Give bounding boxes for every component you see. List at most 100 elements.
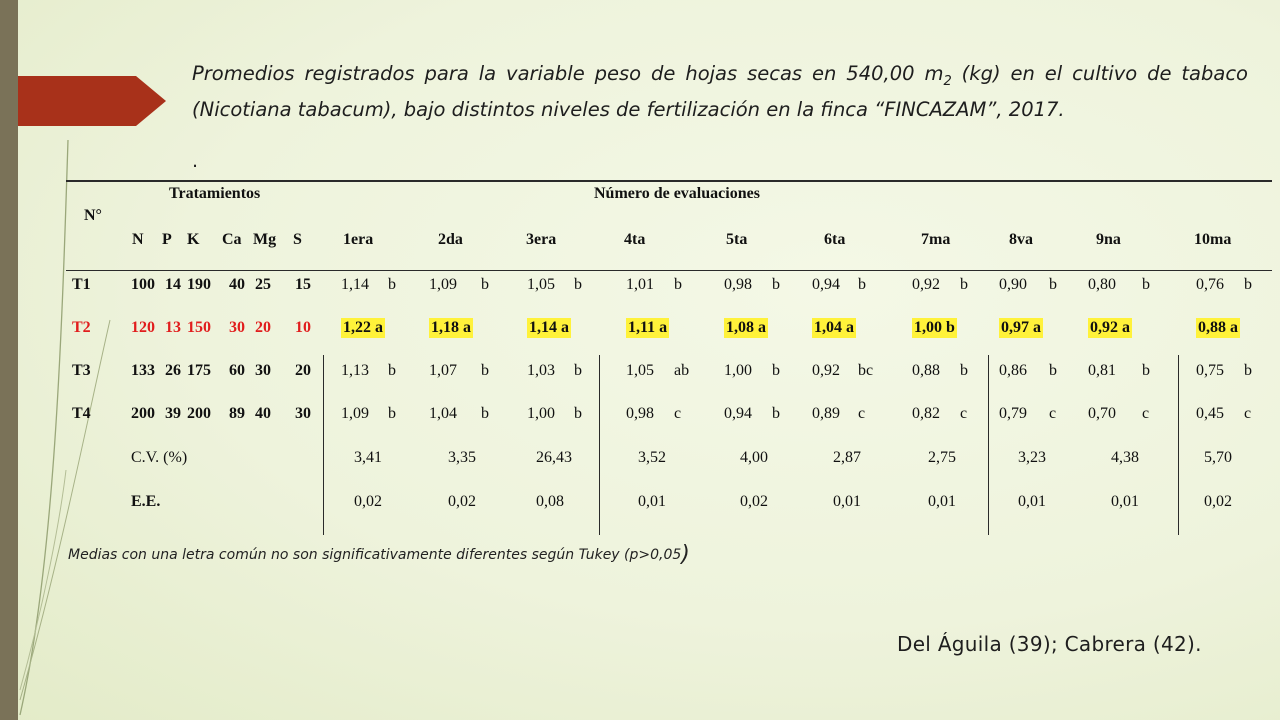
row-value-highlight: 1,18 a <box>429 318 473 338</box>
row-npk: 175 <box>187 362 211 379</box>
row-npk: 200 <box>187 405 211 422</box>
ee-value: 0,02 <box>448 493 476 510</box>
row-npk: 39 <box>165 405 181 422</box>
row-npk: 30 <box>229 319 245 336</box>
row-letter: bc <box>858 362 874 379</box>
row-value-highlight: 1,14 a <box>527 318 571 338</box>
source-credit: Del Águila (39); Cabrera (42). <box>897 632 1202 656</box>
row-letter: b <box>858 276 866 293</box>
cv-value: 4,00 <box>740 449 768 466</box>
row-value: 0,94 <box>812 276 840 293</box>
row-npk: 30 <box>255 362 271 379</box>
row-value: 0,94 <box>724 405 752 422</box>
row-letter: b <box>574 276 582 293</box>
results-table: N° Tratamientos Número de evaluaciones N P K C… <box>66 180 1272 535</box>
row-id: T1 <box>72 276 91 293</box>
row-value: 0,80 <box>1088 276 1116 293</box>
row-letter: b <box>574 405 582 422</box>
row-value-highlight: 1,04 a <box>812 318 856 338</box>
row-letter: b <box>574 362 582 379</box>
left-sidebar-bar <box>0 0 18 720</box>
row-letter: c <box>1049 405 1057 422</box>
cv-value: 3,52 <box>638 449 666 466</box>
row-value: 1,04 <box>429 405 457 422</box>
row-npk: 120 <box>131 319 155 336</box>
header-no: N° <box>84 207 102 224</box>
row-value: 0,86 <box>999 362 1027 379</box>
title-dot: . <box>192 150 199 172</box>
row-value-highlight: 0,88 a <box>1196 318 1240 338</box>
row-value: 0,92 <box>812 362 840 379</box>
row-value: 0,90 <box>999 276 1027 293</box>
row-npk: 13 <box>165 319 181 336</box>
cv-value: 2,75 <box>928 449 956 466</box>
ee-value: 0,01 <box>1111 493 1139 510</box>
column-separator <box>988 355 989 535</box>
ee-label: E.E. <box>131 493 161 510</box>
row-value: 1,00 <box>527 405 555 422</box>
row-value: 0,76 <box>1196 276 1224 293</box>
ee-value: 0,02 <box>354 493 382 510</box>
cv-value: 5,70 <box>1204 449 1232 466</box>
row-value: 0,79 <box>999 405 1027 422</box>
row-letter: b <box>1244 276 1252 293</box>
header-evaluaciones: Número de evaluaciones <box>594 185 760 202</box>
column-separator <box>599 355 600 535</box>
row-id: T4 <box>72 405 91 422</box>
row-letter: b <box>1142 276 1150 293</box>
row-value-highlight: 1,22 a <box>341 318 385 338</box>
row-npk: 15 <box>295 276 311 293</box>
row-npk: 26 <box>165 362 181 379</box>
row-letter: b <box>481 405 489 422</box>
row-value-highlight: 0,97 a <box>999 318 1043 338</box>
row-letter: b <box>481 362 489 379</box>
cv-value: 2,87 <box>833 449 861 466</box>
ee-value: 0,01 <box>833 493 861 510</box>
row-id: T3 <box>72 362 91 379</box>
row-npk: 190 <box>187 276 211 293</box>
header-eval: 4ta <box>624 231 646 248</box>
row-letter: c <box>1142 405 1150 422</box>
row-value: 0,75 <box>1196 362 1224 379</box>
row-letter: b <box>1049 276 1057 293</box>
header-nutrient: S <box>293 231 302 248</box>
table-header-rule <box>66 270 1272 271</box>
row-letter: ab <box>674 362 690 379</box>
row-value: 1,00 <box>724 362 752 379</box>
row-npk: 150 <box>187 319 211 336</box>
row-letter: b <box>1142 362 1150 379</box>
row-npk: 40 <box>229 276 245 293</box>
header-nutrient: Mg <box>253 231 277 248</box>
row-value: 0,89 <box>812 405 840 422</box>
row-npk: 30 <box>295 405 311 422</box>
row-value: 0,88 <box>912 362 940 379</box>
row-letter: c <box>674 405 682 422</box>
ee-value: 0,01 <box>1018 493 1046 510</box>
row-npk: 14 <box>165 276 181 293</box>
row-value: 0,98 <box>626 405 654 422</box>
row-npk: 40 <box>255 405 271 422</box>
footnote: Medias con una letra común no son signif… <box>68 542 690 567</box>
row-value: 1,07 <box>429 362 457 379</box>
row-letter: b <box>960 276 968 293</box>
header-nutrient: K <box>187 231 200 248</box>
cv-value: 4,38 <box>1111 449 1139 466</box>
header-eval: 6ta <box>824 231 846 248</box>
row-letter: c <box>858 405 866 422</box>
row-npk: 25 <box>255 276 271 293</box>
row-value: 0,45 <box>1196 405 1224 422</box>
row-letter: b <box>772 362 780 379</box>
row-value-highlight: 0,92 a <box>1088 318 1132 338</box>
row-npk: 200 <box>131 405 155 422</box>
row-value-highlight: 1,00 b <box>912 318 957 338</box>
row-npk: 20 <box>255 319 271 336</box>
header-eval: 7ma <box>921 231 951 248</box>
column-separator <box>323 355 324 535</box>
row-value: 0,98 <box>724 276 752 293</box>
row-letter: b <box>388 405 396 422</box>
row-value: 0,82 <box>912 405 940 422</box>
cv-value: 26,43 <box>536 449 572 466</box>
row-value-highlight: 1,08 a <box>724 318 768 338</box>
row-value-highlight: 1,11 a <box>626 318 670 338</box>
ee-value: 0,01 <box>928 493 956 510</box>
